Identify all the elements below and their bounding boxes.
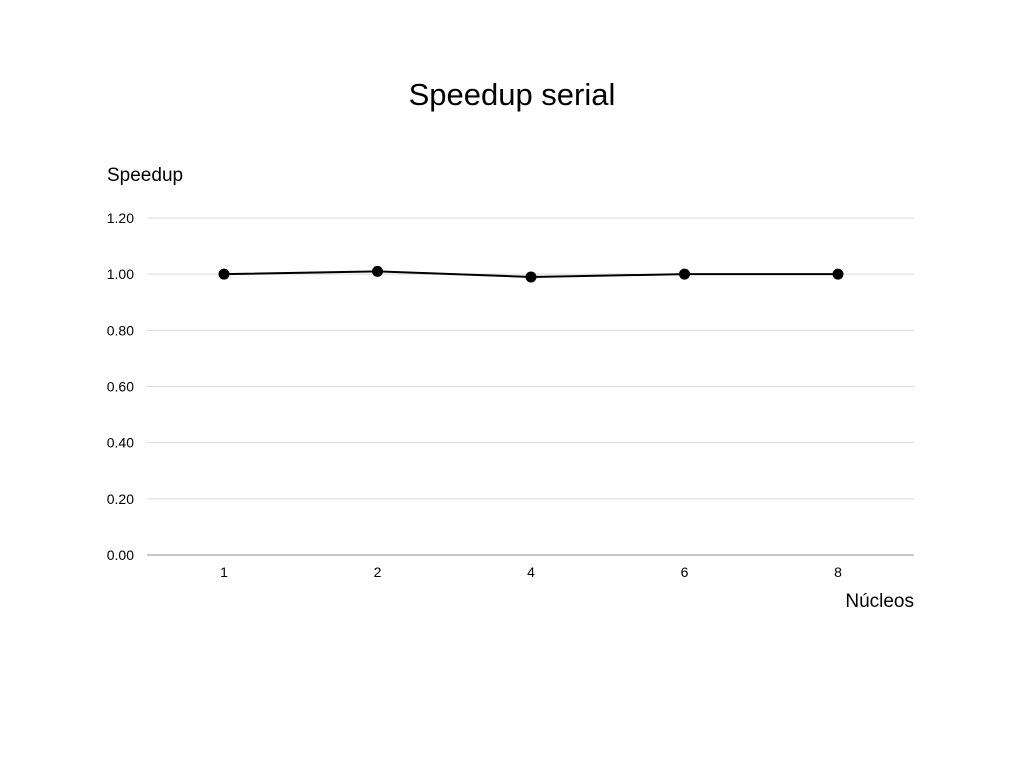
x-tick-label-2: 4 xyxy=(527,564,535,580)
y-tick-label-4: 0.80 xyxy=(107,322,134,338)
x-tick-label-1: 2 xyxy=(374,564,382,580)
data-point-2 xyxy=(372,265,383,277)
y-tick-labels: 0.00 0.20 0.40 0.60 0.80 1.00 1.20 xyxy=(107,210,134,563)
x-tick-label-3: 6 xyxy=(681,564,689,580)
series xyxy=(218,265,844,283)
y-tick-label-2: 0.40 xyxy=(107,435,134,451)
y-tick-label-0: 0.00 xyxy=(107,547,134,563)
y-tick-label-6: 1.20 xyxy=(107,210,134,226)
x-tick-labels: 1 2 4 6 8 xyxy=(220,564,842,580)
x-tick-label-4: 8 xyxy=(834,564,842,580)
data-point-4 xyxy=(525,271,537,283)
data-point-6 xyxy=(679,268,690,280)
y-tick-label-5: 1.00 xyxy=(107,266,134,282)
x-axis-title: Núcleos xyxy=(845,591,914,612)
y-axis-title: Speedup xyxy=(107,165,183,186)
chart-title: Speedup serial xyxy=(409,77,616,112)
gridlines xyxy=(147,217,914,556)
data-point-8 xyxy=(832,268,844,280)
x-tick-label-0: 1 xyxy=(220,564,228,580)
data-point-1 xyxy=(218,268,230,280)
y-tick-label-1: 0.20 xyxy=(107,491,134,507)
y-tick-label-3: 0.60 xyxy=(107,379,134,395)
